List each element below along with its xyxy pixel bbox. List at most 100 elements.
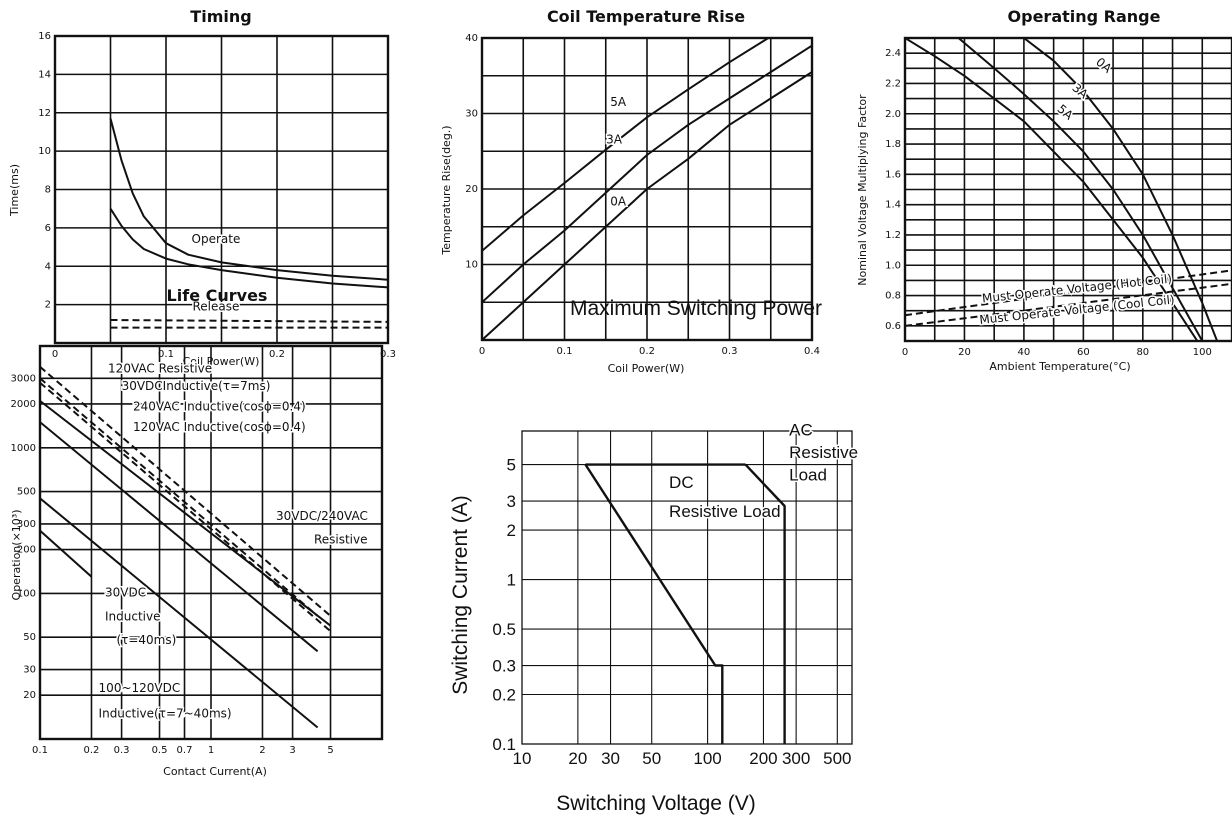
life-curves-series-100-120vdc-inductive-7-40ms (40, 529, 93, 578)
timing-ytick-label: 4 (45, 261, 51, 272)
life-curves-series-30vdcinductive-7ms (40, 377, 319, 617)
life-curves-annotation: 30VDC (105, 586, 146, 600)
life-curves-annotation: 100~120VDC (99, 681, 181, 695)
life-curves-xtick-label: 0.7 (177, 745, 193, 756)
max-switching-power-annotation: Resistive (789, 443, 858, 462)
timing-xtick-label: 0 (52, 349, 58, 360)
operating-range-annotation: 5A (1055, 102, 1077, 123)
coil-temp-ytick-label: 20 (465, 184, 478, 195)
timing-ytick-label: 12 (38, 108, 51, 119)
coil-temp-annotation: 5A (610, 95, 627, 109)
max-switching-power-title: Maximum Switching Power (570, 297, 822, 320)
coil-temp-xtick-label: 0.2 (639, 346, 655, 357)
life-curves-xtick-label: 0.5 (152, 745, 168, 756)
life-curves-xtick-label: 5 (327, 745, 333, 756)
life-curves-plot-frame (38, 344, 384, 741)
life-curves-annotation: Inductive (105, 610, 160, 624)
max-switching-power-ytick-label: 0.3 (492, 657, 516, 676)
life-curves-series-120vac-resistive (40, 366, 332, 617)
coil-temp-title: Coil Temperature Rise (547, 7, 745, 26)
timing-annotation: Release (193, 299, 240, 313)
life-curves-xtick-label: 3 (289, 745, 295, 756)
timing-series-group (109, 118, 388, 329)
timing-xlabel: Coil Power(W) (183, 355, 260, 368)
operating-range-series-0a (1023, 38, 1219, 341)
timing-ytick-label: 2 (45, 300, 51, 311)
timing-xtick-label: 0.1 (158, 349, 174, 360)
timing-chart: Timing 0 0.1 0.2 0.3 2 4 6 8 10 12 14 16 Coil Power(W… (8, 7, 396, 368)
max-switching-power-xtick-label: 10 (513, 749, 532, 768)
life-curves-xtick-label: 0.2 (84, 745, 100, 756)
life-curves-ytick-label: 1000 (11, 443, 36, 454)
life-curves-annotation: 30VDCInductive(τ=7ms) (122, 379, 271, 393)
operating-range-series-3a (957, 38, 1204, 341)
coil-temp-xtick-label: 0.3 (722, 346, 738, 357)
operating-range-ytick-label: 1.6 (885, 169, 901, 180)
operating-range-ytick-label: 2.2 (885, 78, 901, 89)
coil-temp-ytick-label: 10 (465, 260, 478, 271)
life-curves-ytick-label: 200 (17, 545, 36, 556)
timing-annotation: Operate (192, 232, 241, 246)
life-curves-annotation: Inductive(τ=7~40ms) (99, 707, 232, 721)
coil-temp-xlabel: Coil Power(W) (608, 362, 685, 375)
operating-range-xtick-label: 80 (1136, 347, 1149, 358)
operating-range-xtick-label: 100 (1193, 347, 1212, 358)
timing-ylabel: Time(ms) (8, 164, 21, 217)
timing-ytick-label: 8 (45, 185, 51, 196)
max-switching-power-ytick-label: 0.5 (492, 620, 516, 639)
operating-range-ytick-label: 0.8 (885, 291, 901, 302)
operating-range-ytick-label: 1.2 (885, 230, 901, 241)
max-switching-power-xtick-label: 100 (693, 749, 721, 768)
life-curves-series-30vdc-inductive-40ms (40, 497, 319, 729)
life-curves-xtick-label: 0.1 (32, 745, 48, 756)
coil-temp-series-5a (482, 38, 771, 252)
life-curves-ytick-label: 20 (23, 690, 36, 701)
life-curves-annotation: 240VAC Inductive(cosϕ=0.4) (133, 400, 306, 414)
life-curves-ytick-label: 2000 (11, 399, 36, 410)
operating-range-ytick-label: 2.0 (885, 109, 901, 120)
life-curves-series-group (40, 366, 332, 729)
coil-temp-series-group (482, 38, 812, 340)
operating-range-ytick-label: 1.8 (885, 139, 901, 150)
coil-temp-series-3a (482, 44, 812, 304)
operating-range-xtick-label: 20 (958, 347, 971, 358)
life-curves-ylabel: Operation(×10³) (10, 510, 23, 601)
life-curves-ytick-label: 30 (23, 665, 36, 676)
life-curves-annotation: 120VAC Inductive(cosϕ=0.4) (133, 420, 306, 434)
max-switching-power-annotation: Load (789, 466, 827, 485)
operating-range-xtick-label: 40 (1018, 347, 1031, 358)
timing-plot-frame (53, 34, 390, 345)
operating-range-ytick-label: 2.4 (885, 48, 901, 59)
operating-range-series-5a (905, 38, 1199, 341)
max-switching-power-ytick-label: 3 (507, 492, 516, 511)
life-curves-grid (40, 346, 382, 739)
operating-range-annotation: 0A (1093, 55, 1115, 76)
operating-range-ytick-label: 0.6 (885, 321, 901, 332)
timing-xtick-label: 0.2 (269, 349, 285, 360)
max-switching-power-ylabel: Switching Current (A) (449, 495, 472, 695)
operating-range-xtick-label: 0 (902, 347, 908, 358)
coil-temp-series-0a (482, 71, 812, 340)
operating-range-series-must-operate-voltage-cool-coil (905, 282, 1232, 327)
life-curves-series-240vac-inductive-cos-0-4 (40, 381, 332, 632)
life-curves-ytick-label: 300 (17, 519, 36, 530)
timing-title: Timing (190, 7, 251, 26)
max-switching-power-xtick-label: 200 (749, 749, 777, 768)
max-switching-power-ytick-label: 2 (507, 521, 516, 540)
max-switching-power-xtick-label: 300 (782, 749, 810, 768)
life-curves-xtick-label: 2 (259, 745, 265, 756)
coil-temp-xtick-label: 0.4 (804, 346, 820, 357)
max-switching-power-xtick-label: 30 (601, 749, 620, 768)
life-curves-ytick-label: 3000 (11, 373, 36, 384)
operating-range-xtick-label: 60 (1077, 347, 1090, 358)
max-switching-power-ytick-label: 0.1 (492, 735, 516, 754)
operating-range-plot-frame (903, 36, 1232, 343)
operating-range-xlabel: Ambient Temperature(°C) (989, 360, 1130, 373)
coil-temp-ylabel: Temperature Rise(deg.) (440, 125, 453, 255)
timing-xtick-label: 0.3 (380, 349, 396, 360)
life-curves-xtick-label: 1 (208, 745, 214, 756)
max-switching-power-annotation: DC (669, 473, 694, 492)
life-curves-xlabel: Contact Current(A) (163, 765, 267, 778)
coil-temp-plot-frame (480, 36, 814, 342)
